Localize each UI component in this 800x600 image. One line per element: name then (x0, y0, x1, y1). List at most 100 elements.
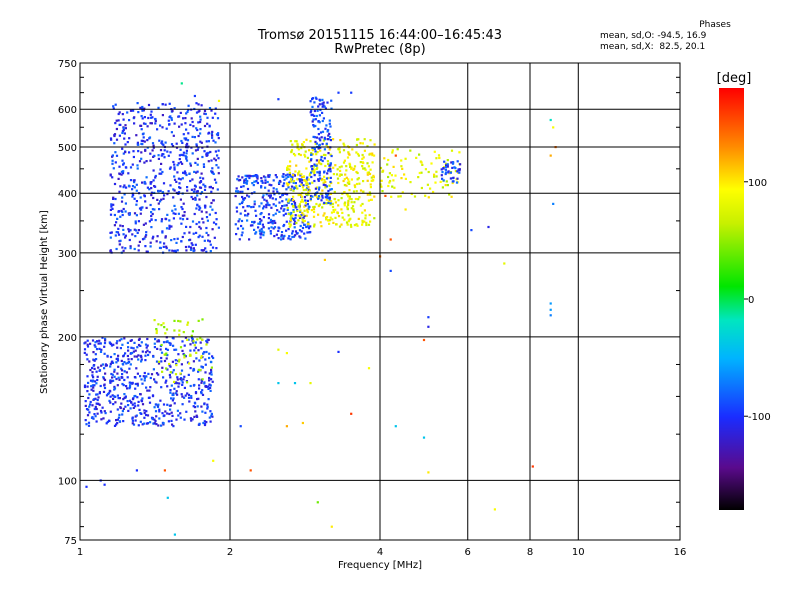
data-point (102, 377, 105, 380)
data-point (235, 190, 238, 193)
data-point (324, 196, 327, 199)
data-point (267, 194, 270, 197)
data-point (134, 382, 137, 386)
data-point (241, 231, 244, 234)
data-point (206, 122, 209, 125)
data-point (149, 113, 152, 116)
data-point (115, 419, 118, 422)
data-point (298, 170, 301, 173)
data-point (127, 404, 130, 407)
data-point (356, 152, 360, 156)
data-point (456, 170, 459, 173)
data-point (269, 218, 273, 221)
data-point (255, 214, 258, 217)
data-point (86, 343, 89, 346)
data-point (159, 399, 162, 402)
data-point (182, 378, 185, 381)
data-point (120, 376, 123, 379)
data-point (83, 351, 86, 354)
data-point (161, 412, 164, 415)
data-point (350, 225, 353, 228)
data-point (91, 374, 94, 377)
data-point (146, 186, 149, 189)
data-point (193, 344, 196, 347)
data-point (236, 191, 239, 194)
data-point (109, 395, 112, 398)
data-point (424, 194, 427, 197)
data-point (292, 152, 296, 156)
data-point (252, 184, 255, 187)
data-point (155, 415, 158, 418)
data-point (327, 162, 330, 166)
data-point (312, 118, 315, 121)
data-point (145, 160, 148, 163)
data-point (297, 205, 300, 208)
data-point (102, 417, 105, 420)
data-point (450, 195, 453, 198)
data-point (191, 341, 195, 344)
data-point (271, 197, 274, 200)
data-point (272, 179, 275, 182)
data-point (289, 213, 292, 216)
data-point (124, 234, 127, 237)
data-point (322, 214, 325, 217)
data-point (337, 204, 340, 207)
data-point (195, 207, 198, 210)
data-point (154, 117, 157, 121)
data-point (184, 336, 187, 339)
data-point (151, 395, 155, 398)
data-point (206, 403, 209, 406)
data-point (190, 188, 193, 191)
data-point (318, 144, 321, 147)
data-point (288, 235, 291, 238)
data-point (193, 415, 196, 418)
data-point (149, 245, 152, 248)
data-point (277, 382, 280, 385)
data-point (444, 166, 448, 169)
data-point (248, 205, 251, 208)
data-point (171, 209, 174, 212)
data-point (354, 185, 357, 189)
data-point (241, 200, 244, 203)
data-point (291, 176, 294, 179)
data-point (331, 205, 335, 208)
data-point (128, 367, 131, 370)
data-point (301, 421, 304, 425)
data-point (255, 180, 258, 183)
data-point (153, 406, 156, 409)
data-point (117, 112, 120, 116)
data-point (157, 106, 160, 109)
data-point (324, 181, 327, 184)
data-point (212, 199, 215, 202)
data-point (87, 408, 90, 411)
data-point (113, 387, 117, 390)
data-point (311, 181, 314, 184)
data-point (197, 370, 200, 373)
data-point (294, 154, 297, 157)
data-point (135, 214, 138, 217)
data-point (318, 98, 321, 101)
data-point (330, 154, 333, 158)
data-point (113, 353, 116, 356)
phase-stats-title: Phases (699, 20, 731, 30)
data-point (179, 148, 182, 151)
data-point (121, 410, 124, 413)
data-point (346, 205, 349, 208)
data-point (263, 198, 266, 201)
data-point (140, 142, 143, 145)
data-point (260, 202, 263, 205)
data-point (97, 396, 100, 399)
data-point (285, 177, 288, 180)
data-point (196, 415, 199, 418)
data-point (103, 386, 107, 390)
data-point (397, 195, 400, 198)
data-point (446, 163, 449, 166)
data-point (207, 398, 210, 401)
data-point (314, 142, 317, 146)
x-axis: 1 2 4 6 8 10 16 (77, 547, 687, 558)
data-point (306, 231, 309, 234)
data-point (454, 170, 457, 173)
data-point (284, 174, 287, 177)
data-point (244, 177, 248, 181)
data-point (311, 149, 314, 152)
